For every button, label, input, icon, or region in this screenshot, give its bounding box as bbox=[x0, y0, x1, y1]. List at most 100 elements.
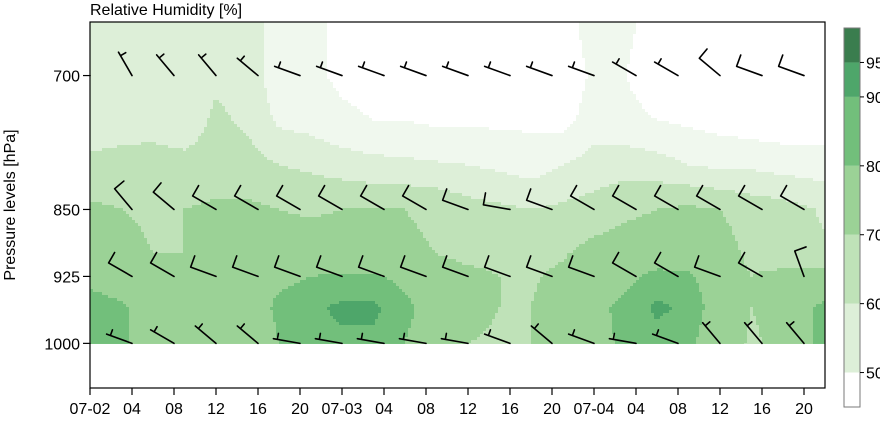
rh-contour-cell bbox=[264, 49, 328, 53]
rh-contour-cell bbox=[813, 325, 825, 329]
rh-contour-cell bbox=[531, 310, 610, 314]
rh-contour-cell bbox=[138, 223, 184, 227]
rh-contour-cell bbox=[636, 25, 825, 29]
rh-contour-cell bbox=[744, 262, 825, 266]
rh-contour-cell bbox=[585, 88, 631, 92]
rh-contour-cell bbox=[750, 193, 825, 197]
rh-contour-cell bbox=[570, 160, 682, 164]
rh-contour-cell bbox=[612, 313, 655, 317]
rh-contour-cell bbox=[90, 61, 265, 65]
wind-barb bbox=[194, 323, 217, 345]
x-tick-label: 04 bbox=[627, 401, 645, 418]
rh-contour-cell bbox=[636, 97, 825, 101]
rh-contour-cell bbox=[90, 298, 118, 302]
wind-barb bbox=[737, 184, 763, 211]
rh-contour-cell bbox=[477, 337, 532, 341]
rh-contour-cell bbox=[630, 85, 825, 89]
rh-contour-cell bbox=[576, 118, 658, 122]
rh-contour-cell bbox=[579, 37, 634, 41]
rh-contour-cell bbox=[90, 292, 103, 296]
rh-contour-cell bbox=[231, 115, 274, 119]
rh-contour-cell bbox=[507, 172, 547, 176]
rh-contour-cell bbox=[585, 241, 739, 245]
rh-contour-cell bbox=[300, 280, 394, 284]
rh-contour-cell bbox=[612, 328, 700, 332]
wind-barb bbox=[693, 255, 721, 278]
rh-contour-cell bbox=[123, 208, 184, 212]
rh-contour-cell bbox=[564, 163, 688, 167]
rh-contour-cell bbox=[630, 52, 825, 56]
rh-contour-cell bbox=[609, 229, 733, 233]
rh-contour-cell bbox=[624, 292, 703, 296]
rh-contour-cell bbox=[579, 244, 739, 248]
rh-contour-cell bbox=[750, 274, 754, 278]
rh-contour-cell bbox=[567, 199, 787, 203]
rh-contour-cell bbox=[747, 334, 760, 338]
rh-contour-cell bbox=[414, 313, 496, 317]
rh-contour-cell bbox=[279, 163, 466, 167]
rh-contour-cell bbox=[90, 91, 268, 95]
rh-contour-cell bbox=[642, 103, 825, 107]
rh-contour-cell bbox=[102, 148, 184, 152]
rh-contour-cell bbox=[90, 268, 487, 272]
rh-contour-cell bbox=[90, 223, 139, 227]
rh-contour-cell bbox=[636, 22, 825, 26]
rh-contour-cell bbox=[276, 124, 430, 128]
rh-contour-cell bbox=[90, 82, 265, 86]
rh-contour-cell bbox=[405, 292, 502, 296]
rh-contour-cell bbox=[696, 277, 825, 281]
rh-contour-cell bbox=[90, 205, 115, 209]
rh-contour-cell bbox=[567, 253, 742, 257]
rh-contour-cell bbox=[90, 241, 148, 245]
plot-frame bbox=[89, 21, 826, 389]
rh-contour-cell bbox=[318, 274, 382, 278]
rh-contour-cell bbox=[735, 235, 825, 239]
rh-contour-cell bbox=[612, 316, 655, 320]
rh-contour-cell bbox=[264, 40, 328, 44]
rh-contour-cell bbox=[183, 226, 418, 230]
rh-contour-cell bbox=[264, 61, 328, 65]
rh-contour-cell bbox=[90, 211, 127, 215]
rh-contour-cell bbox=[333, 316, 379, 320]
rh-contour-cell bbox=[183, 211, 289, 215]
rh-contour-cell bbox=[90, 331, 130, 335]
rh-contour-cell bbox=[732, 229, 825, 233]
rh-contour-cell bbox=[336, 88, 586, 92]
colorbar-tick-label: 60 bbox=[866, 297, 880, 314]
rh-contour-cell bbox=[123, 301, 274, 305]
rh-contour-cell bbox=[183, 220, 415, 224]
rh-contour-cell bbox=[627, 79, 825, 83]
colorbar-segment bbox=[844, 165, 860, 235]
rh-contour-cell bbox=[501, 298, 535, 302]
rh-contour-cell bbox=[90, 316, 130, 320]
rh-contour-cell bbox=[273, 313, 331, 317]
rh-contour-cell bbox=[129, 325, 277, 329]
rh-contour-cell bbox=[741, 250, 825, 254]
rh-contour-cell bbox=[699, 325, 748, 329]
rh-contour-cell bbox=[594, 190, 736, 194]
rh-contour-cell bbox=[741, 253, 825, 257]
colorbar-tick-label: 90 bbox=[866, 90, 880, 107]
rh-contour-cell bbox=[141, 229, 184, 233]
wind-barb bbox=[743, 321, 763, 345]
rh-contour-cell bbox=[474, 265, 556, 269]
wind-barb bbox=[567, 61, 595, 77]
rh-contour-cell bbox=[654, 313, 664, 317]
rh-contour-cell bbox=[90, 244, 151, 248]
rh-contour-cell bbox=[732, 232, 825, 236]
rh-contour-cell bbox=[288, 166, 481, 170]
rh-contour-cell bbox=[612, 325, 700, 329]
rh-contour-cell bbox=[642, 106, 825, 110]
rh-contour-cell bbox=[633, 283, 700, 287]
wind-barbs bbox=[90, 48, 807, 345]
rh-contour-cell bbox=[702, 292, 825, 296]
rh-contour-cell bbox=[213, 106, 226, 110]
wind-barb bbox=[441, 188, 469, 211]
rh-contour-cell bbox=[90, 154, 265, 158]
rh-contour-cell bbox=[564, 259, 745, 263]
rh-contour-cell bbox=[264, 76, 328, 80]
wind-barb bbox=[651, 329, 679, 345]
rh-contour-cell bbox=[90, 265, 475, 269]
rh-contour-cell bbox=[156, 142, 196, 146]
rh-contour-cell bbox=[537, 283, 634, 287]
